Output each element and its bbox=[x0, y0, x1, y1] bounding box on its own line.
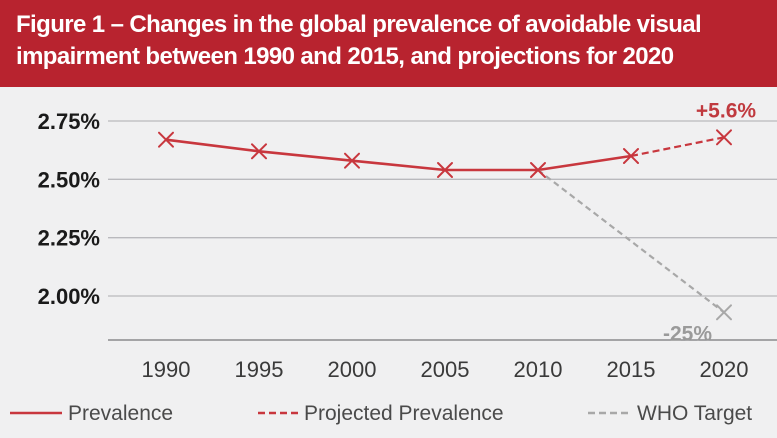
legend-label-prevalence: Prevalence bbox=[68, 402, 173, 425]
marker-prevalence-2015 bbox=[623, 148, 639, 164]
gridlines bbox=[108, 120, 777, 341]
legend-item-who-target: WHO Target bbox=[588, 402, 752, 425]
y-tick-labels: 2.75% 2.50% 2.25% 2.00% bbox=[38, 109, 100, 309]
legend: Prevalence Projected Prevalence WHO Target bbox=[10, 402, 752, 425]
marker-prevalence-2010 bbox=[530, 162, 546, 178]
series-line-who-target bbox=[537, 169, 725, 314]
marker-who-target-2020 bbox=[716, 304, 732, 321]
x-tick-label-2020: 2020 bbox=[700, 357, 749, 382]
series-line-projected-prevalence bbox=[630, 136, 725, 158]
legend-item-prevalence: Prevalence bbox=[10, 402, 173, 425]
y-tick-label-2-50: 2.50% bbox=[38, 167, 100, 192]
legend-item-projected-prevalence: Projected Prevalence bbox=[258, 402, 504, 425]
series-line-prevalence bbox=[165, 138, 632, 172]
x-tick-labels: 1990 1995 2000 2005 2010 2015 2020 bbox=[142, 357, 749, 382]
y-tick-label-2-75: 2.75% bbox=[38, 109, 100, 134]
marker-prevalence-2000 bbox=[344, 152, 360, 169]
marker-projected-prevalence-2020 bbox=[716, 129, 732, 146]
y-tick-label-2-25: 2.25% bbox=[38, 226, 100, 251]
annotation-projected-prevalence: +5.6% bbox=[696, 99, 756, 122]
marker-prevalence-1990 bbox=[158, 131, 174, 148]
x-tick-label-2010: 2010 bbox=[514, 357, 563, 382]
chart-title: Figure 1 – Changes in the global prevale… bbox=[0, 0, 777, 87]
legend-label-who-target: WHO Target bbox=[637, 402, 752, 425]
legend-label-projected-prevalence: Projected Prevalence bbox=[304, 402, 504, 425]
marker-prevalence-2005 bbox=[437, 162, 453, 178]
annotation-who-target: -25% bbox=[663, 322, 712, 345]
x-tick-label-1990: 1990 bbox=[142, 357, 191, 382]
annotations: +5.6% -25% bbox=[663, 99, 756, 345]
x-tick-label-2000: 2000 bbox=[328, 357, 377, 382]
y-tick-label-2-00: 2.00% bbox=[38, 284, 100, 309]
line-chart: 2.75% 2.50% 2.25% 2.00% 1990 1995 2000 2005 201… bbox=[10, 99, 777, 425]
chart-title-line-1: Figure 1 – Changes in the global prevale… bbox=[16, 11, 702, 38]
x-tick-label-1995: 1995 bbox=[235, 357, 284, 382]
x-tick-label-2015: 2015 bbox=[607, 357, 656, 382]
marker-prevalence-1995 bbox=[251, 143, 267, 160]
series bbox=[158, 129, 732, 321]
x-tick-label-2005: 2005 bbox=[421, 357, 470, 382]
chart-title-line-2: impairment between 1990 and 2015, and pr… bbox=[16, 43, 674, 70]
